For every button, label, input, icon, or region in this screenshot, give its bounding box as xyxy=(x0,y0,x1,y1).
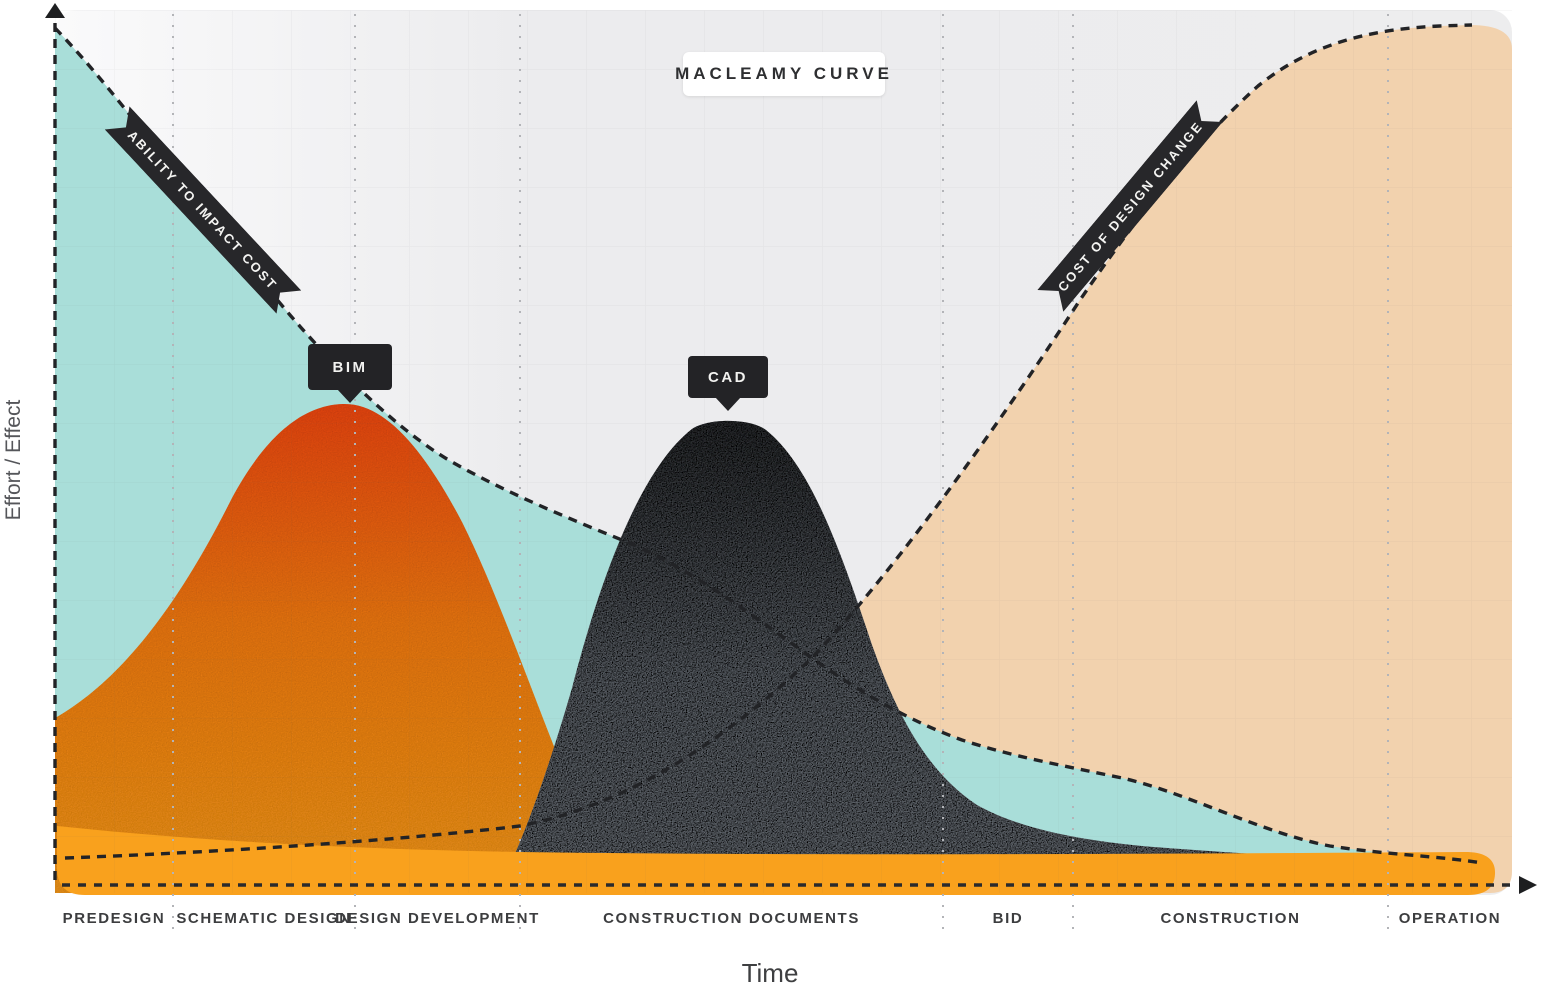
chart-title-box: MACLEAMY CURVE xyxy=(675,52,889,96)
y-axis-title: Effort / Effect xyxy=(2,399,25,521)
y-axis-arrow-icon xyxy=(45,3,65,18)
grid-overlay xyxy=(55,10,1512,893)
cost-of-design-change-line xyxy=(64,23,1473,860)
phase-label-construction: CONSTRUCTION xyxy=(1160,909,1301,927)
phase-label-operation: OPERATION xyxy=(1398,909,1502,927)
x-axis-arrow-icon xyxy=(1519,876,1537,894)
phase-label-construction-documents: CONSTRUCTION DOCUMENTS xyxy=(603,909,860,927)
x-axis-title: Time xyxy=(741,958,799,988)
bim-callout-text: BIM xyxy=(332,358,368,376)
cad-callout-text: CAD xyxy=(708,368,748,386)
bim-callout: BIM xyxy=(308,344,392,403)
cad-callout: CAD xyxy=(688,356,768,411)
cad-callout-pointer-icon xyxy=(715,397,741,411)
phase-label-bid: BID xyxy=(992,909,1024,927)
chart-title: MACLEAMY CURVE xyxy=(675,64,893,83)
phase-label-schematic-design: SCHEMATIC DESIGN xyxy=(176,909,352,927)
bim-callout-pointer-icon xyxy=(337,389,363,403)
phase-label-predesign: PREDESIGN xyxy=(62,909,166,927)
phase-label-design-development: DESIGN DEVELOPMENT xyxy=(335,909,540,927)
ability-to-impact-cost-line xyxy=(53,26,1483,865)
